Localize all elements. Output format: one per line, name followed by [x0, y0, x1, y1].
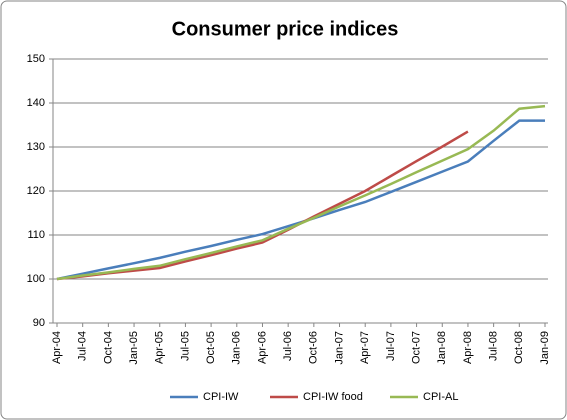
x-tick-label: Apr-07 — [359, 331, 371, 364]
x-tick-label: Jul-08 — [488, 331, 500, 361]
x-tick-label: Oct-06 — [308, 331, 320, 364]
x-tick-label: Jul-07 — [385, 331, 397, 361]
x-tick-label: Apr-05 — [154, 331, 166, 364]
x-tick-label: Oct-05 — [205, 331, 217, 364]
legend-label: CPI-AL — [423, 391, 458, 403]
x-tick-label: Oct-07 — [410, 331, 422, 364]
y-tick-label: 120 — [27, 185, 45, 197]
x-tick-label: Jan-08 — [436, 331, 448, 365]
y-tick-label: 140 — [27, 97, 45, 109]
x-tick-label: Apr-04 — [51, 331, 63, 364]
y-tick-label: 100 — [27, 273, 45, 285]
y-tick-label: 150 — [27, 53, 45, 65]
y-tick-label: 90 — [33, 317, 45, 329]
x-tick-label: Jan-09 — [539, 331, 551, 365]
x-tick-label: Oct-08 — [513, 331, 525, 364]
y-tick-label: 110 — [27, 229, 45, 241]
x-tick-label: Jan-06 — [231, 331, 243, 365]
chart-title: Consumer price indices — [172, 18, 399, 40]
x-tick-label: Apr-08 — [462, 331, 474, 364]
x-tick-label: Apr-06 — [256, 331, 268, 364]
legend-label: CPI-IW food — [303, 391, 363, 403]
x-tick-label: Oct-04 — [102, 331, 114, 364]
x-tick-label: Jan-05 — [128, 331, 140, 365]
x-tick-label: Jul-04 — [77, 331, 89, 361]
series-line — [56, 130, 469, 281]
y-tick-label: 130 — [27, 141, 45, 153]
x-tick-label: Jan-07 — [333, 331, 345, 365]
x-tick-label: Jul-05 — [179, 331, 191, 361]
legend-label: CPI-IW — [203, 391, 239, 403]
x-tick-label: Jul-06 — [282, 331, 294, 361]
series-line — [56, 104, 546, 281]
